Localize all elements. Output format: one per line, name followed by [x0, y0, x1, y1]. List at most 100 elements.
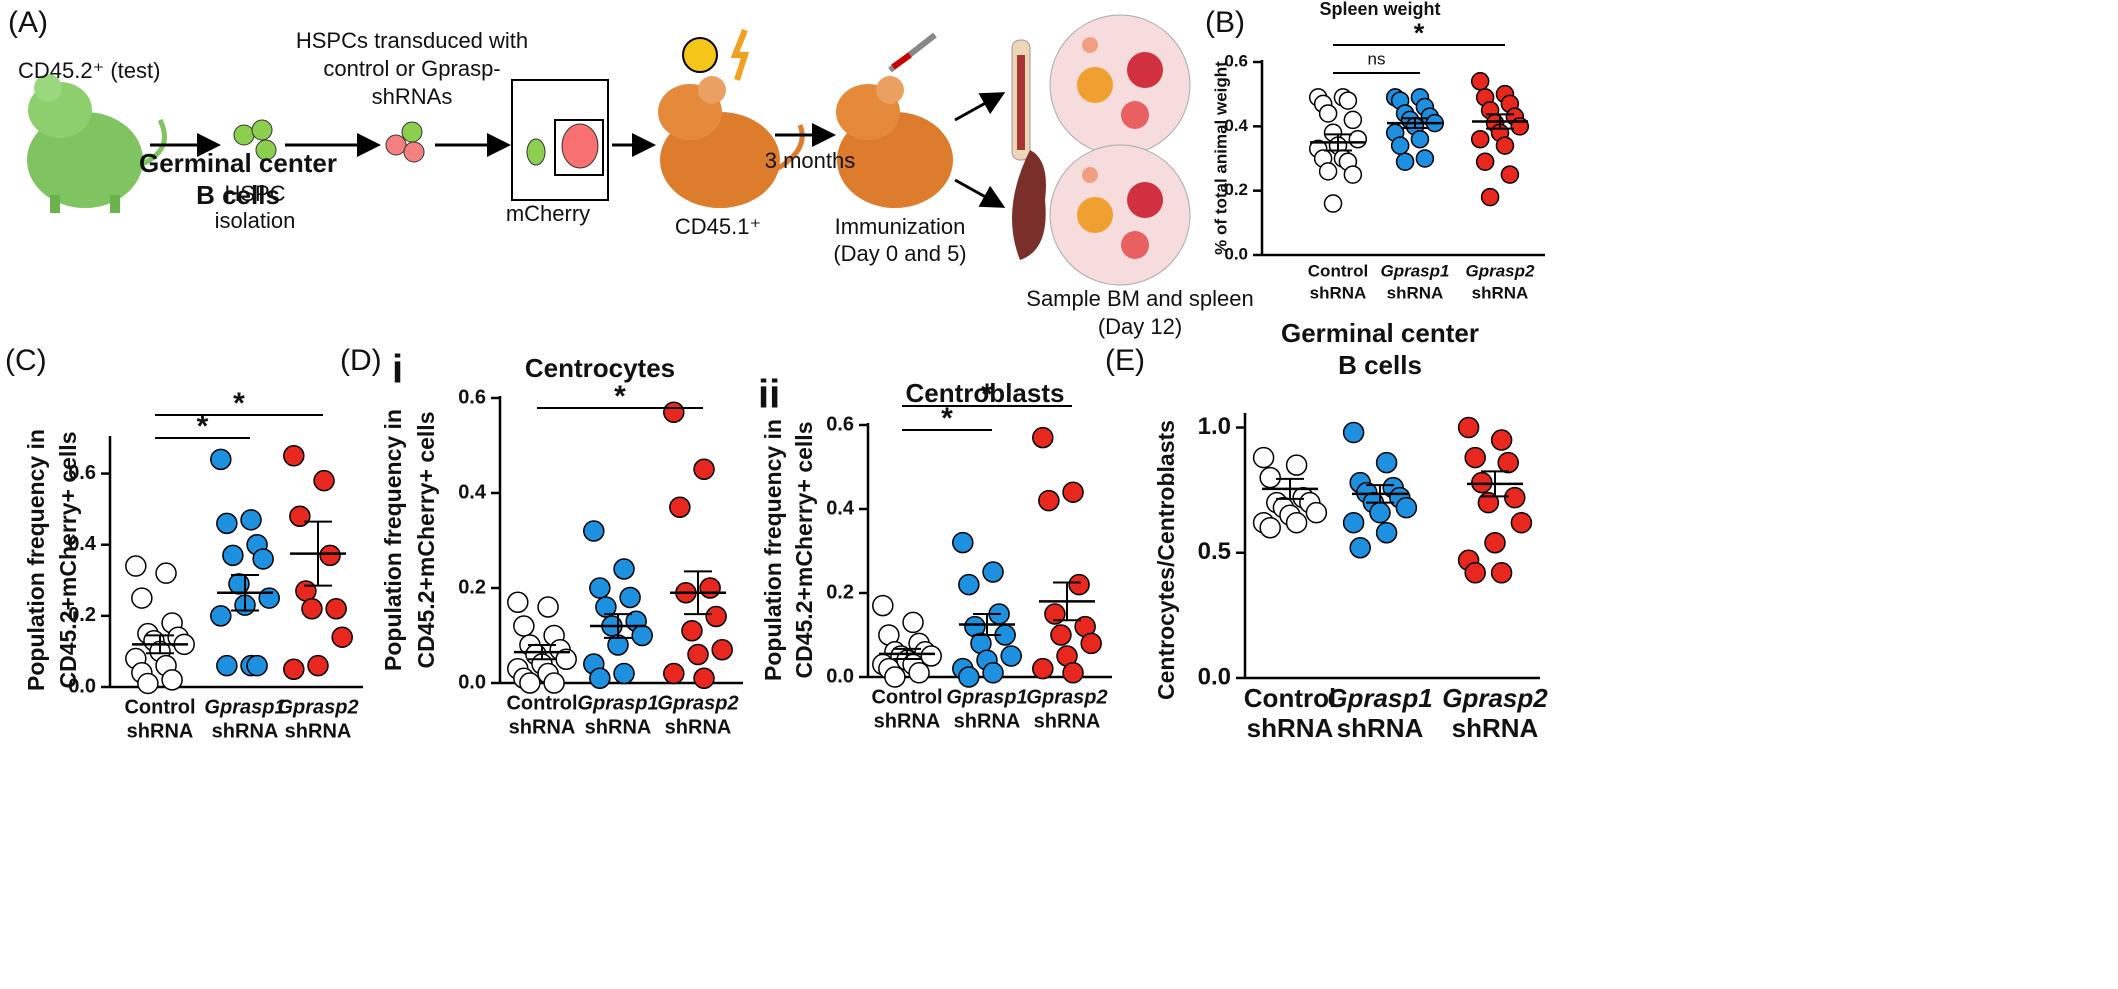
significance-label: *	[1414, 18, 1425, 48]
data-point	[1285, 454, 1308, 476]
data-point	[1410, 129, 1430, 149]
data-point	[283, 445, 305, 467]
x-tick-label: shRNA	[127, 720, 194, 742]
data-point	[1318, 104, 1338, 123]
data-point	[1395, 496, 1418, 519]
y-tick-label: 1.0	[1198, 413, 1231, 440]
data-point	[283, 658, 305, 680]
chart-title: Germinal center	[139, 148, 337, 178]
x-tick-label: shRNA	[1337, 713, 1424, 743]
x-tick-label: Control	[124, 696, 195, 718]
data-point	[1490, 429, 1513, 451]
step-label: (Day 0 and 5)	[833, 241, 966, 266]
y-tick-label: 0.0	[1198, 663, 1231, 690]
x-tick-label: shRNA	[585, 716, 652, 738]
step-label: CD45.1⁺	[675, 214, 761, 239]
x-tick-label: shRNA	[874, 710, 941, 732]
y-tick-label: 0.0	[68, 675, 96, 697]
y-tick-label: 0.6	[458, 386, 486, 408]
x-tick-label: Gprasp2	[657, 692, 738, 714]
data-point	[210, 448, 232, 471]
data-point	[687, 643, 709, 666]
data-point	[1484, 531, 1506, 554]
data-point	[982, 662, 1004, 684]
y-tick-label: 0.2	[458, 576, 486, 598]
data-point	[902, 611, 924, 634]
data-point	[595, 596, 617, 618]
data-point	[1504, 486, 1526, 509]
data-point	[1343, 110, 1363, 130]
x-tick-label: shRNA	[509, 716, 576, 738]
data-point	[1032, 426, 1054, 449]
panel-label: (C)	[5, 344, 47, 377]
data-point	[681, 620, 703, 642]
y-tick-label: 0.0	[826, 665, 854, 687]
y-tick-label: 0.4	[68, 533, 97, 555]
data-point	[543, 672, 565, 694]
data-point	[1323, 194, 1343, 213]
step-label: 3 months	[765, 148, 856, 173]
data-point	[295, 580, 317, 602]
data-point	[222, 544, 244, 567]
data-point	[1415, 149, 1435, 168]
x-tick-label: Control	[1244, 683, 1336, 713]
x-tick-label: shRNA	[1387, 283, 1444, 302]
x-tick-label: shRNA	[212, 720, 279, 742]
subpanel-label: i	[392, 348, 403, 392]
data-point	[1349, 537, 1371, 559]
data-point	[1285, 511, 1308, 534]
x-tick-label: shRNA	[1452, 713, 1539, 743]
step-label: Sample BM and spleen	[1026, 286, 1253, 311]
y-axis-label: Centrocytes/Centroblasts	[1153, 420, 1179, 700]
data-point	[131, 587, 153, 609]
data-point	[1495, 136, 1515, 155]
data-point	[1305, 501, 1328, 524]
significance-label: ns	[1368, 49, 1386, 68]
data-point	[1457, 416, 1480, 439]
data-point	[693, 458, 715, 480]
data-point	[555, 648, 577, 670]
bm-cells	[1049, 14, 1191, 156]
y-axis-label: CD45.2+mCherry+ cells	[413, 412, 439, 669]
x-tick-label: Control	[1308, 261, 1368, 280]
x-tick-label: Gprasp2	[1466, 261, 1536, 280]
data-point	[161, 669, 183, 691]
step-label: mCherry	[506, 201, 590, 226]
data-point	[1475, 152, 1495, 171]
bone	[1011, 39, 1031, 161]
data-point	[1338, 91, 1358, 110]
data-point	[1470, 129, 1490, 149]
panel-label: (B)	[1205, 6, 1245, 39]
significance-label: *	[233, 387, 245, 420]
significance-label: *	[981, 378, 993, 411]
data-point	[1375, 521, 1398, 544]
step-label: HSPC	[224, 181, 285, 206]
significance-label: *	[614, 380, 626, 413]
step-label: CD45.2⁺ (test)	[18, 58, 160, 83]
step-label: Immunization	[835, 214, 966, 239]
panel-label: (A)	[8, 6, 48, 39]
data-point	[699, 577, 721, 599]
data-point	[631, 624, 653, 647]
significance-label: *	[941, 402, 953, 435]
data-point	[663, 662, 685, 685]
chart-title: Spleen weight	[1319, 0, 1440, 19]
data-point	[301, 597, 323, 620]
data-point	[137, 672, 159, 695]
x-tick-label: Gprasp1	[577, 692, 658, 714]
x-tick-label: Gprasp1	[946, 686, 1027, 708]
x-tick-label: shRNA	[954, 710, 1021, 732]
y-tick-label: 0.4	[458, 481, 487, 503]
data-point	[331, 626, 353, 648]
y-axis-label: Population frequency in	[380, 409, 406, 671]
data-point	[1062, 662, 1084, 684]
y-axis-label: Population frequency in	[23, 429, 49, 691]
data-point	[1395, 152, 1415, 171]
step-label: HSPCs transduced with	[296, 28, 528, 53]
y-tick-label: 0.2	[826, 581, 854, 603]
data-point	[1080, 632, 1102, 655]
data-point	[1044, 603, 1066, 625]
flow-plot	[511, 79, 609, 201]
y-tick-label: 0.6	[68, 462, 96, 484]
x-tick-label: Gprasp2	[1442, 683, 1548, 713]
